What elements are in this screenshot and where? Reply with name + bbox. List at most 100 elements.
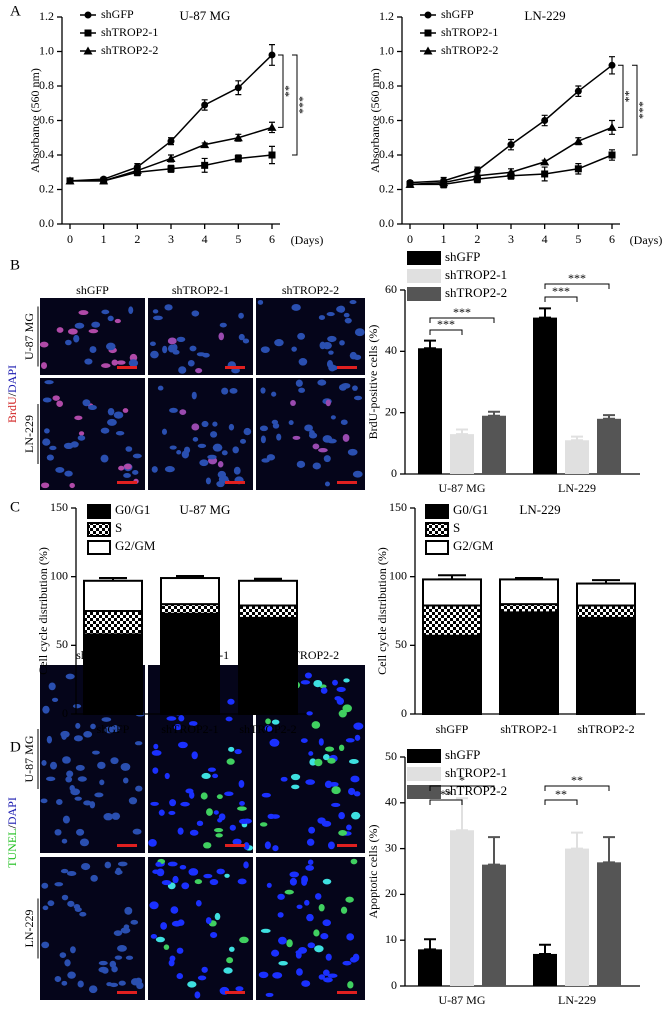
cell (337, 305, 346, 313)
cell (318, 447, 328, 453)
significance-label: *** (568, 271, 586, 285)
cell (132, 470, 139, 475)
cell (46, 735, 53, 744)
marker (268, 51, 276, 59)
bar-segment (83, 633, 143, 716)
cell (60, 730, 70, 738)
marker (541, 117, 549, 124)
cell (237, 878, 247, 885)
marker (65, 176, 75, 185)
stain-label-part: DAPI (5, 365, 19, 393)
y-tick-label: 0 (62, 706, 68, 720)
x-tick-label: shTROP2-1 (161, 722, 218, 736)
cell (264, 841, 271, 850)
scale-bar (337, 481, 357, 484)
significance-label: ** (571, 773, 583, 787)
cell (296, 968, 303, 976)
panel-label: A (10, 3, 21, 19)
cell (176, 450, 182, 455)
cell (135, 785, 143, 792)
legend-marker (424, 29, 432, 37)
cell (243, 427, 252, 436)
legend-marker (423, 46, 433, 55)
cell (161, 879, 172, 886)
cell (195, 367, 203, 374)
cell (197, 443, 207, 448)
legend-label: S (115, 520, 122, 535)
cell (352, 385, 358, 391)
cell (338, 830, 348, 836)
legend-swatch (407, 269, 441, 283)
cell (340, 906, 348, 914)
cell (242, 338, 250, 344)
bar-segment (422, 634, 482, 715)
cell (349, 758, 359, 764)
cell (235, 986, 244, 992)
stain-label-part: / (5, 392, 19, 396)
cell (116, 360, 126, 365)
stain-label-part: / (5, 825, 19, 829)
cell (328, 350, 334, 355)
cell (280, 776, 288, 782)
cell (265, 718, 271, 725)
cell (88, 985, 98, 994)
cell (353, 395, 363, 401)
legend-label: shGFP (441, 7, 474, 21)
cell (308, 826, 316, 834)
cell (78, 431, 85, 436)
x-tick-label: shTROP2-2 (577, 722, 634, 736)
micrograph (256, 857, 365, 1000)
cell (314, 945, 324, 953)
cell (128, 797, 138, 805)
cell (117, 861, 128, 867)
cell (338, 709, 347, 718)
cell (70, 946, 76, 954)
cell (203, 873, 213, 879)
scale-bar (225, 481, 245, 484)
cell (199, 459, 209, 467)
legend-label: shTROP2-2 (445, 783, 507, 798)
legend-swatch (87, 522, 111, 537)
cell (128, 359, 139, 367)
cell (153, 743, 159, 750)
x-tick-label: 1 (441, 232, 447, 246)
cell (150, 934, 158, 939)
legend-label: S (453, 520, 460, 535)
cell (313, 929, 320, 937)
x-tick-label: 0 (67, 232, 73, 246)
stain-label-part: TUNEL (5, 829, 19, 868)
cell (311, 721, 321, 729)
x-tick-label: shTROP2-2 (239, 722, 296, 736)
panel-label: B (10, 257, 20, 273)
scale-bar (117, 844, 137, 847)
cell (75, 764, 85, 771)
cell (59, 952, 67, 958)
chart-title: U-87 MG (180, 502, 231, 517)
cell (300, 680, 311, 685)
legend-label: shTROP2-1 (101, 25, 158, 39)
cell (216, 868, 225, 875)
cell (161, 428, 168, 435)
cell (39, 341, 49, 348)
cell (151, 750, 162, 756)
cell (178, 715, 185, 722)
y-tick-label: 1.2 (379, 9, 394, 23)
row-label: LN-229 (22, 415, 36, 453)
cell (164, 466, 175, 473)
cell (319, 341, 326, 350)
cell (347, 981, 354, 989)
cell (103, 813, 114, 821)
significance-label: *** (552, 284, 570, 298)
cell (201, 772, 211, 780)
legend-marker (84, 11, 92, 19)
cell (73, 904, 81, 910)
cell (114, 955, 123, 960)
cell (74, 322, 85, 329)
cell (187, 359, 195, 367)
chart-title: U-87 MG (180, 8, 231, 23)
y-tick-label: 0.2 (39, 181, 54, 195)
y-tick-label: 1.0 (39, 43, 54, 57)
legend-label: G0/G1 (115, 502, 150, 517)
cell (324, 481, 330, 487)
